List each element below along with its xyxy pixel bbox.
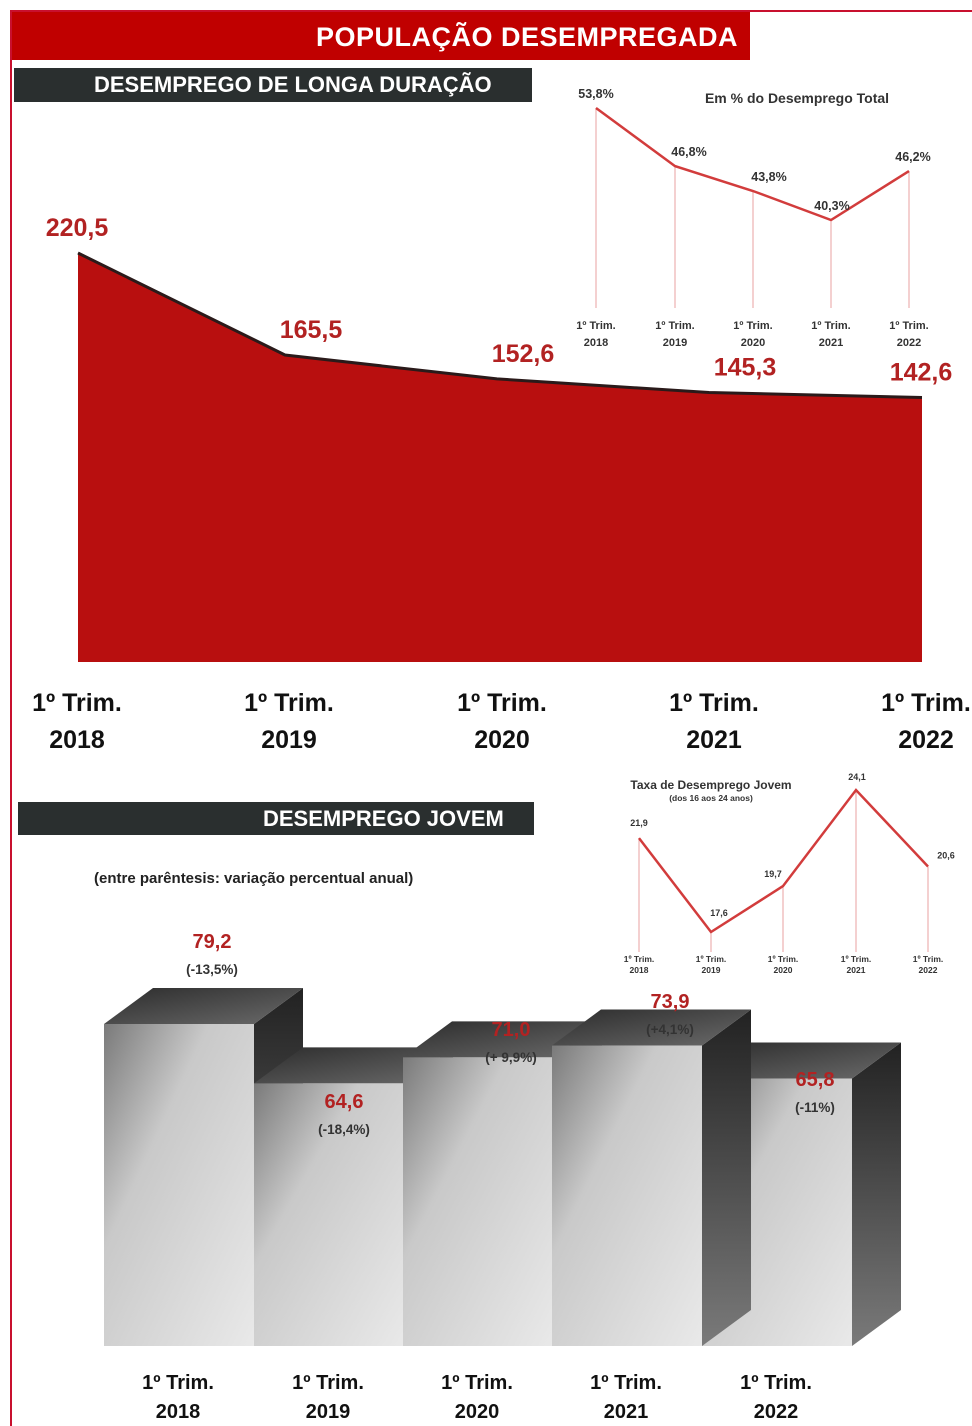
youth-data-label: 24,1: [848, 772, 866, 782]
bar-x-tick-label: 2021: [604, 1401, 649, 1423]
bar-top-face: [702, 1042, 901, 1079]
bar-data-label: 73,9: [651, 991, 690, 1013]
pct-series-line: [595, 106, 910, 222]
page-title: POPULAÇÃO DESEMPREGADA: [315, 22, 738, 52]
frame-left-border: [10, 10, 12, 1426]
pct-x-tick-label: 1º Trim.: [733, 320, 772, 332]
area-x-tick-label: 1º Trim.: [457, 689, 547, 717]
bar-side-face: [852, 1042, 901, 1346]
bar-change-label: (+ 9,9%): [485, 1050, 536, 1065]
pct-data-label: 46,8%: [671, 145, 706, 159]
area-x-tick-label: 1º Trim.: [669, 689, 759, 717]
youth-chart-title: Taxa de Desemprego Jovem: [630, 778, 791, 792]
pct-x-tick-label: 1º Trim.: [889, 320, 928, 332]
bar-x-tick-label: 2020: [455, 1401, 500, 1423]
youth-data-label: 19,7: [764, 869, 782, 879]
bar-data-label: 64,6: [325, 1091, 364, 1113]
pct-data-label: 40,3%: [814, 199, 849, 213]
youth-x-tick-label: 2019: [702, 965, 721, 975]
pct-chart-title: Em % do Desemprego Total: [705, 90, 889, 106]
share-of-total-line-chart: Em % do Desemprego Total 53,8% 46,8% 43,8% 4…: [576, 87, 930, 349]
area-x-tick-label: 2021: [686, 726, 742, 754]
bar-change-label: (+4,1%): [646, 1022, 694, 1037]
bar-change-label: (-18,4%): [318, 1122, 370, 1137]
section-title-long-term: DESEMPREGO DE LONGA DURAÇÃO: [14, 68, 532, 102]
pct-x-tick-label: 1º Trim.: [811, 320, 850, 332]
area-data-label: 220,5: [46, 214, 109, 242]
pct-data-label: 53,8%: [578, 87, 613, 101]
bar-x-tick-label: 1º Trim.: [441, 1372, 513, 1394]
area-data-label: 152,6: [492, 340, 555, 368]
pct-data-label: 46,2%: [895, 150, 930, 164]
youth-3d-bar-chart: 79,2 (-13,5%) 64,6 (-18,4%) 71,0 (+ 9,9%) 73,9…: [104, 931, 901, 1423]
pct-x-tick-label: 1º Trim.: [655, 320, 694, 332]
bar-data-label: 71,0: [492, 1019, 531, 1041]
area-top-line: [77, 251, 923, 399]
area-x-tick-label: 2022: [898, 726, 954, 754]
youth-series-line: [638, 788, 929, 934]
long-term-area-chart: 220,5 165,5 152,6 145,3 142,6 1º Trim. 2018 1º …: [32, 214, 971, 754]
pct-x-tick-label: 2020: [741, 337, 765, 349]
area-data-label: 145,3: [714, 353, 777, 381]
bar-x-tick-label: 2018: [156, 1401, 201, 1423]
youth-x-tick-label: 1º Trim.: [624, 954, 655, 964]
youth-x-tick-label: 1º Trim.: [841, 954, 872, 964]
bar-top-face: [104, 988, 303, 1024]
youth-x-tick-label: 1º Trim.: [696, 954, 727, 964]
area-x-tick-label: 2020: [474, 726, 530, 754]
youth-x-tick-label: 2020: [774, 965, 793, 975]
bar-top-face: [552, 1009, 751, 1046]
area-x-tick-label: 2018: [49, 726, 105, 754]
area-fill: [78, 253, 922, 662]
youth-data-label: 21,9: [630, 818, 648, 828]
frame-top-border: [10, 10, 972, 12]
bar-front-face: [104, 1024, 254, 1346]
pct-x-tick-label: 2022: [897, 337, 921, 349]
pct-x-tick-label: 2021: [819, 337, 843, 349]
youth-x-tick-label: 2021: [847, 965, 866, 975]
bar-front-face: [403, 1057, 553, 1346]
bar-front-face: [254, 1083, 404, 1346]
youth-chart-subtitle: (dos 16 aos 24 anos): [669, 793, 753, 803]
section-title-youth: DESEMPREGO JOVEM: [18, 802, 534, 835]
area-data-label: 142,6: [890, 358, 953, 386]
area-x-tick-label: 2019: [261, 726, 317, 754]
bar-x-tick-label: 1º Trim.: [590, 1372, 662, 1394]
bar-x-tick-label: 2022: [754, 1401, 799, 1423]
bar-change-label: (-13,5%): [186, 962, 238, 977]
area-data-label: 165,5: [280, 316, 343, 344]
bar-x-tick-label: 2019: [306, 1401, 351, 1423]
bar-x-tick-label: 1º Trim.: [292, 1372, 364, 1394]
area-x-tick-label: 1º Trim.: [244, 689, 334, 717]
bar-x-tick-label: 1º Trim.: [142, 1372, 214, 1394]
youth-x-tick-label: 2022: [919, 965, 938, 975]
pct-x-tick-label: 1º Trim.: [576, 320, 615, 332]
pct-data-label: 43,8%: [751, 170, 786, 184]
area-x-tick-label: 1º Trim.: [32, 689, 122, 717]
bar-data-label: 65,8: [796, 1069, 835, 1091]
pct-x-tick-label: 2018: [584, 337, 608, 349]
bar-side-face: [702, 1009, 751, 1346]
bar-data-label: 79,2: [193, 931, 232, 953]
area-x-tick-label: 1º Trim.: [881, 689, 971, 717]
bar-front-face: [552, 1045, 702, 1346]
bar-x-tick-label: 1º Trim.: [740, 1372, 812, 1394]
youth-rate-line-chart: Taxa de Desemprego Jovem(dos 16 aos 24 a…: [624, 772, 955, 975]
bar-change-label: (-11%): [795, 1100, 835, 1115]
pct-x-tick-label: 2019: [663, 337, 687, 349]
youth-data-label: 17,6: [710, 908, 728, 918]
title-banner: POPULAÇÃO DESEMPREGADA: [12, 12, 750, 60]
youth-x-tick-label: 2018: [630, 965, 649, 975]
youth-x-tick-label: 1º Trim.: [913, 954, 944, 964]
variation-note: (entre parêntesis: variação percentual a…: [94, 870, 414, 887]
youth-x-tick-label: 1º Trim.: [768, 954, 799, 964]
youth-data-label: 20,6: [937, 850, 955, 860]
